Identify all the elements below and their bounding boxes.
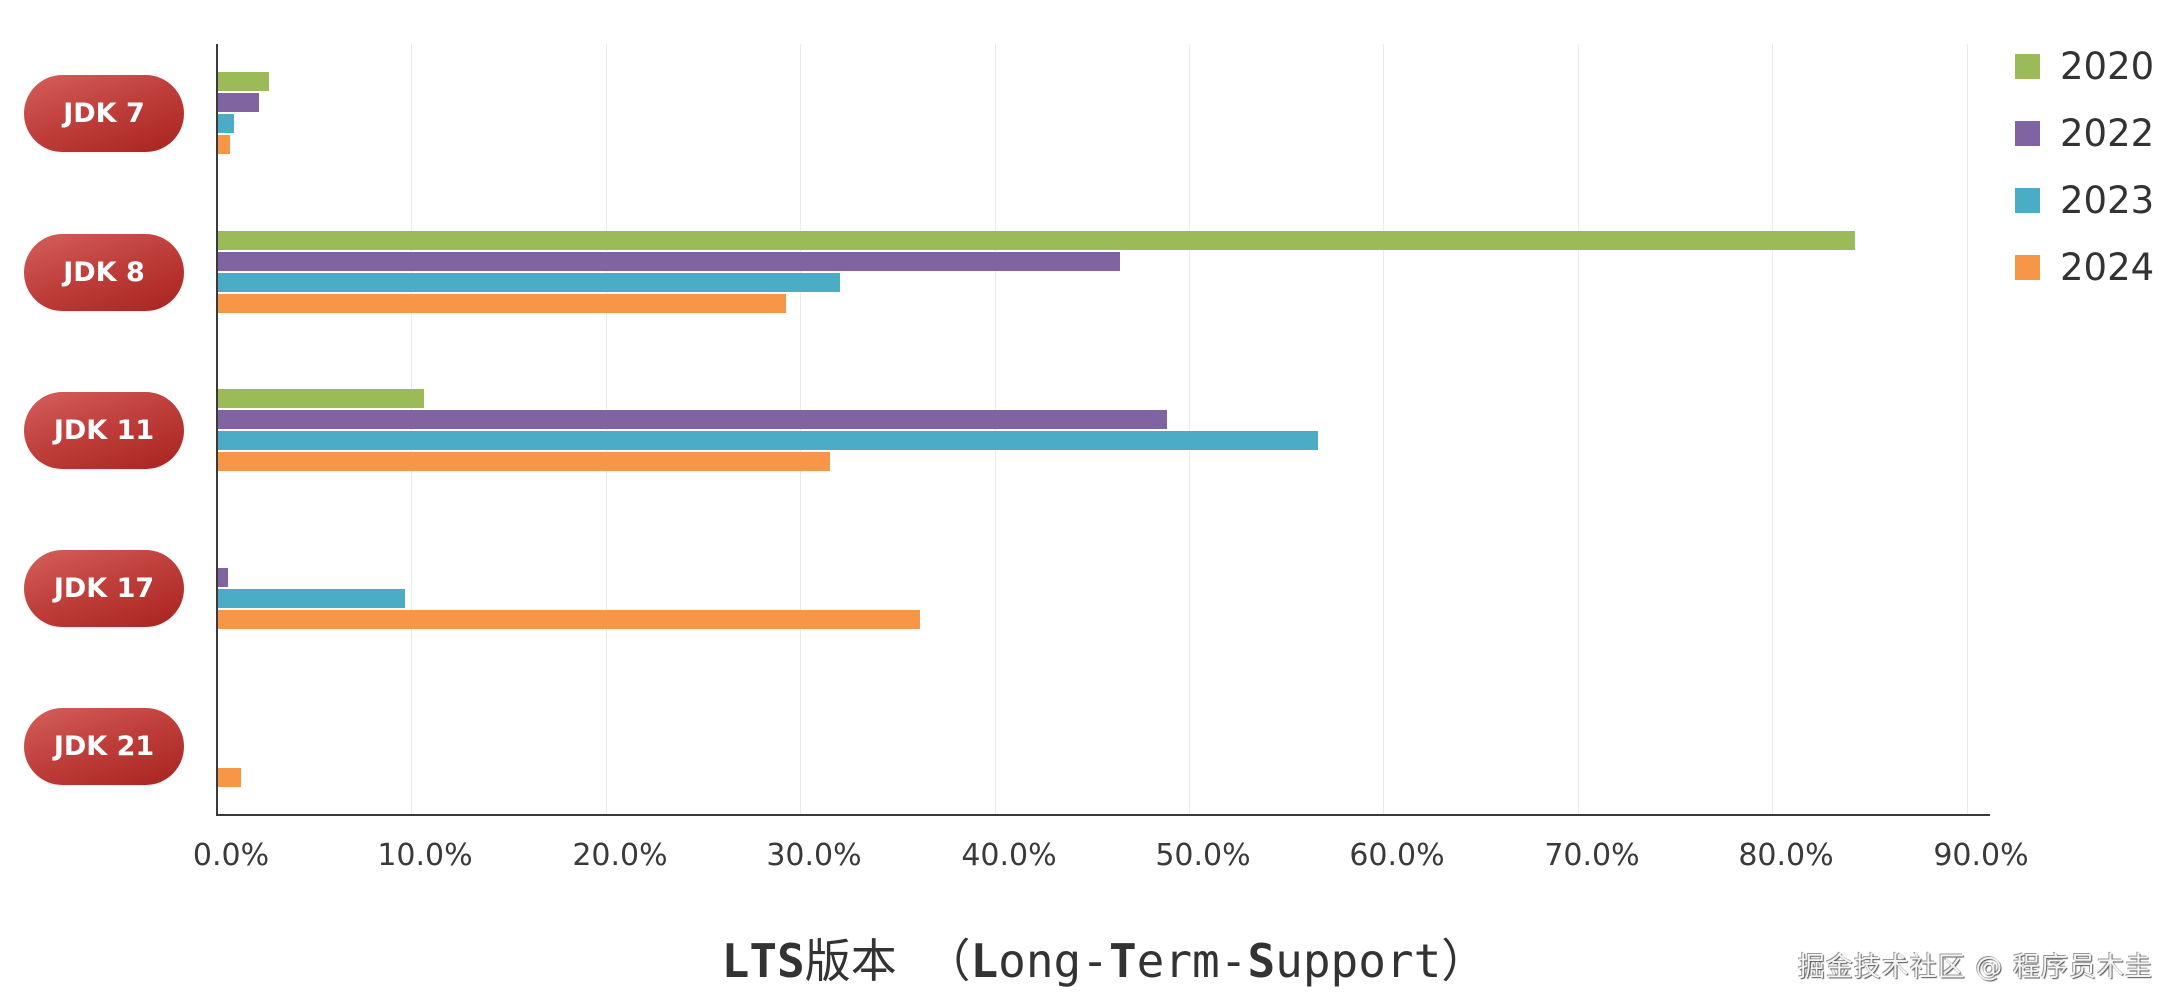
bar-jdk-11-2024 [218, 452, 830, 471]
category-pill-jdk-17: JDK 17 [24, 550, 184, 627]
x-tick-label: 70.0% [1544, 838, 1640, 873]
x-axis-title-part: 版本 （ [804, 934, 971, 988]
gridline [1772, 44, 1773, 815]
x-tick-label: 20.0% [572, 838, 668, 873]
x-tick-label: 10.0% [377, 838, 473, 873]
category-pill-jdk-7: JDK 7 [24, 75, 184, 152]
x-tick-label: 0.0% [192, 838, 270, 873]
x-axis-title-part: upport） [1275, 934, 1488, 988]
x-tick-label: 80.0% [1738, 838, 1834, 873]
legend-label: 2023 [2060, 179, 2155, 222]
bar-jdk-17-2024 [218, 610, 920, 629]
bar-jdk-11-2022 [218, 410, 1167, 429]
bar-jdk-8-2023 [218, 273, 840, 292]
bar-jdk-7-2023 [218, 114, 234, 133]
legend-swatch-icon [2015, 188, 2040, 213]
x-tick-label: 50.0% [1155, 838, 1251, 873]
x-axis-title-part: LTS [721, 934, 805, 988]
legend-item-2024: 2024 [2015, 249, 2154, 286]
legend-label: 2020 [2060, 45, 2155, 88]
legend-label: 2024 [2060, 246, 2155, 289]
gridline [606, 44, 607, 815]
legend-item-2023: 2023 [2015, 182, 2154, 219]
legend-swatch-icon [2015, 54, 2040, 79]
bar-jdk-11-2020 [218, 389, 424, 408]
x-axis-title-part: ong- [998, 934, 1109, 988]
gridline [1578, 44, 1579, 815]
legend-item-2022: 2022 [2015, 115, 2154, 152]
x-axis-title-part: L [970, 934, 999, 988]
bar-jdk-17-2022 [218, 568, 228, 587]
watermark: 掘金技术社区 @ 程序员木圭 [1797, 952, 2153, 983]
x-tick-label: 90.0% [1933, 838, 2029, 873]
legend-item-2020: 2020 [2015, 48, 2154, 85]
gridline [411, 44, 412, 815]
bar-jdk-11-2023 [218, 431, 1318, 450]
bar-jdk-8-2024 [218, 294, 786, 313]
x-tick-label: 60.0% [1349, 838, 1445, 873]
bar-jdk-21-2024 [218, 768, 241, 787]
x-axis-line [216, 814, 1990, 816]
legend-swatch-icon [2015, 255, 2040, 280]
gridline [1189, 44, 1190, 815]
x-axis-title-part: T [1108, 934, 1137, 988]
gridline [1967, 44, 1968, 815]
bar-jdk-7-2024 [218, 135, 230, 154]
gridline [800, 44, 801, 815]
x-axis-title-part: erm- [1136, 934, 1248, 988]
bar-jdk-8-2020 [218, 231, 1855, 250]
legend-swatch-icon [2015, 121, 2040, 146]
bar-jdk-7-2022 [218, 93, 259, 112]
legend-label: 2022 [2060, 112, 2155, 155]
category-pill-jdk-8: JDK 8 [24, 234, 184, 311]
x-axis-title-part: S [1247, 934, 1276, 988]
x-axis-title: LTS版本 （Long-Term-Support） [0, 925, 2179, 991]
bar-jdk-8-2022 [218, 252, 1120, 271]
y-axis-line [216, 44, 218, 816]
bar-jdk-17-2023 [218, 589, 405, 608]
category-pill-jdk-11: JDK 11 [24, 392, 184, 469]
bar-jdk-7-2020 [218, 72, 269, 91]
gridline [1383, 44, 1384, 815]
category-pill-jdk-21: JDK 21 [24, 708, 184, 785]
x-tick-label: 30.0% [766, 838, 862, 873]
gridline [995, 44, 996, 815]
x-tick-label: 40.0% [961, 838, 1057, 873]
